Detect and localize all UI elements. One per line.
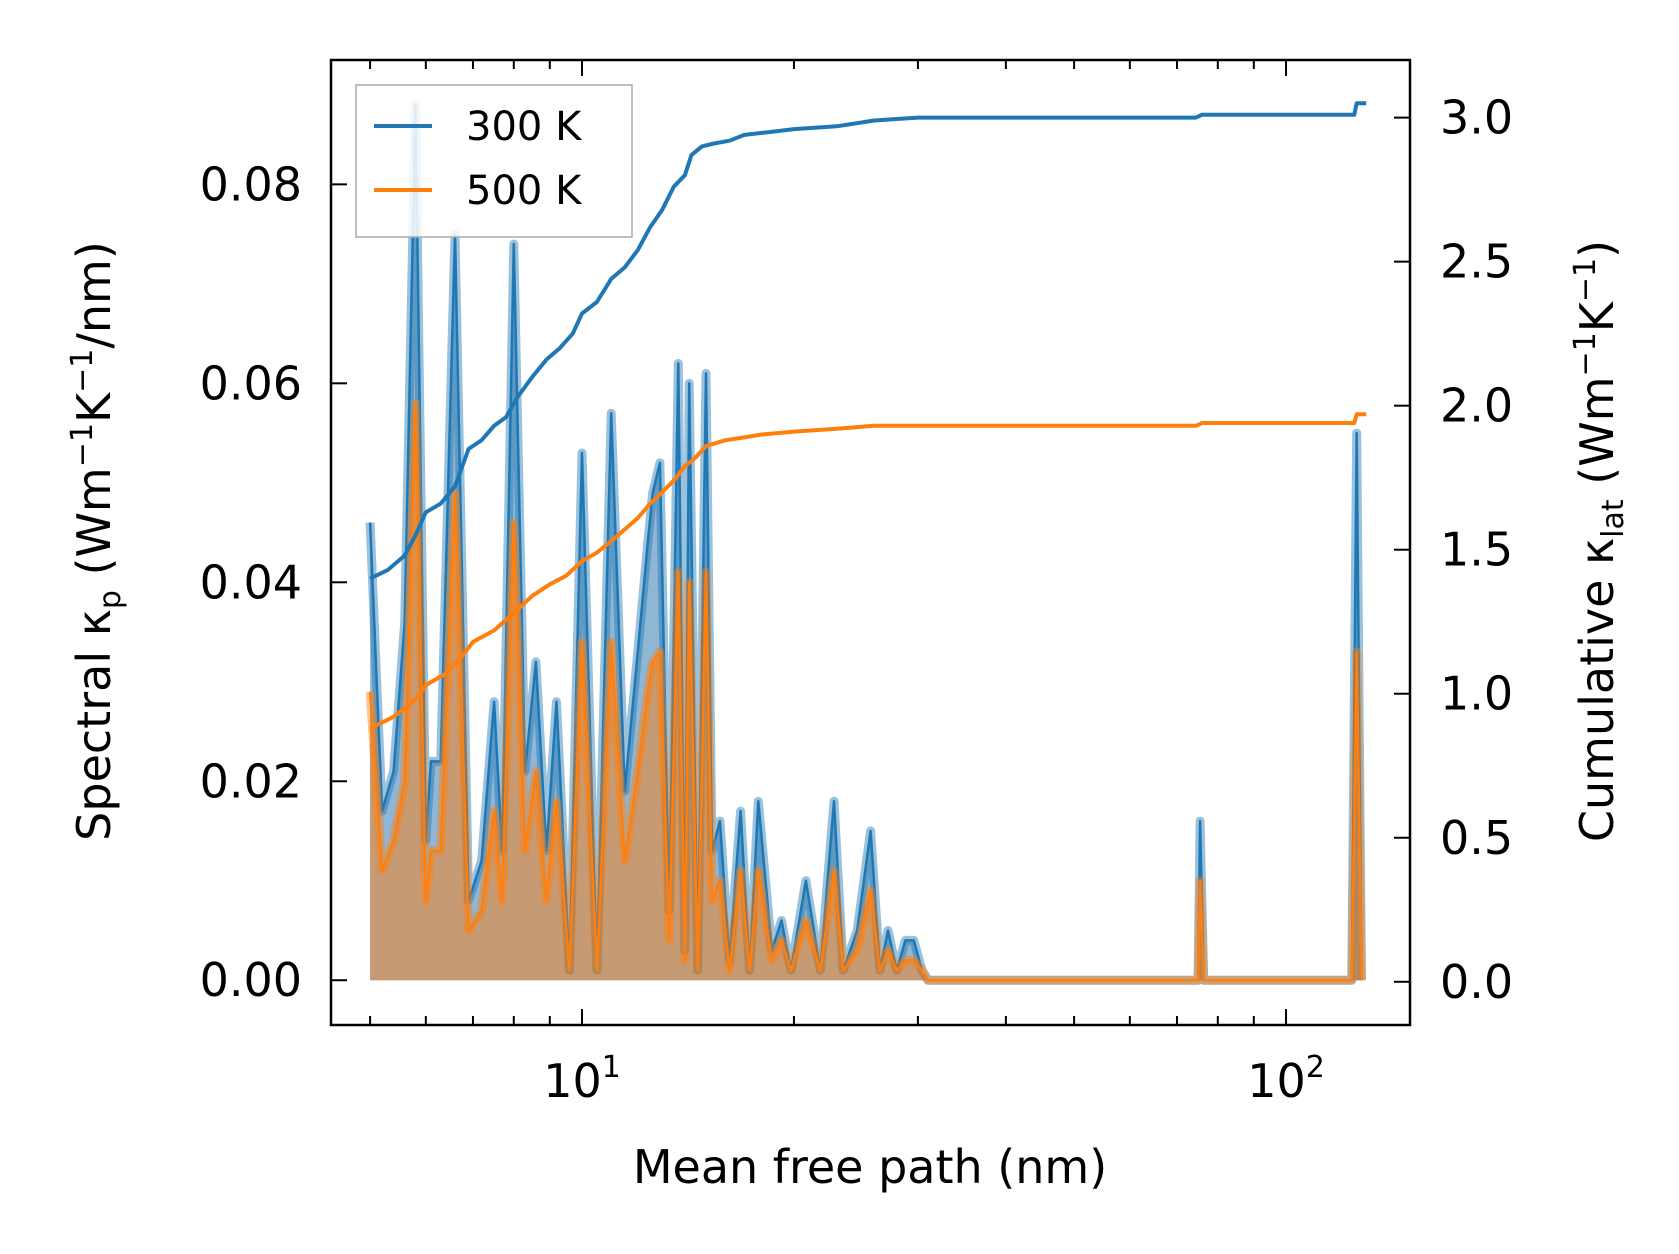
y-right-tick-label: 2.5 [1440, 235, 1513, 289]
legend: 300 K 500 K [355, 84, 633, 238]
x-tick-label-100: 102 [1247, 1050, 1325, 1108]
axis-ticks [331, 60, 1410, 1025]
axes-frame [329, 58, 1412, 1027]
legend-label-500k: 500 K [466, 168, 583, 214]
spectral-fill-500k [370, 403, 1362, 981]
x-tick-label-10: 101 [543, 1050, 621, 1108]
y-right-tick-label: 1.0 [1440, 667, 1513, 721]
plot-area [365, 100, 1367, 985]
y-left-tick-label: 0.02 [200, 754, 302, 808]
y-right-tick-label: 3.0 [1440, 91, 1513, 145]
y-right-tick-label: 0.5 [1440, 811, 1513, 865]
y-left-tick-label: 0.08 [200, 157, 302, 211]
y-left-axis-title: Spectral κp (Wm−1K−1/nm) [65, 241, 128, 841]
legend-box [355, 84, 633, 238]
y-right-tick-label: 0.0 [1440, 955, 1513, 1009]
y-right-tick-label: 1.5 [1440, 523, 1513, 577]
y-left-tick-label: 0.06 [200, 356, 302, 410]
cumulative-line-500k [369, 412, 1367, 731]
y-right-axis-title: Cumulative κlat (Wm−1K−1) [1568, 240, 1631, 842]
y-left-tick-label: 0.00 [200, 953, 302, 1007]
spectral-line-500k [368, 401, 1363, 982]
x-axis-title: Mean free path (nm) [633, 1140, 1107, 1194]
cumulative-line-300k [369, 101, 1367, 581]
y-right-tick-label: 2.0 [1440, 379, 1513, 433]
y-left-tick-label: 0.04 [200, 555, 302, 609]
legend-label-300k: 300 K [466, 104, 583, 150]
